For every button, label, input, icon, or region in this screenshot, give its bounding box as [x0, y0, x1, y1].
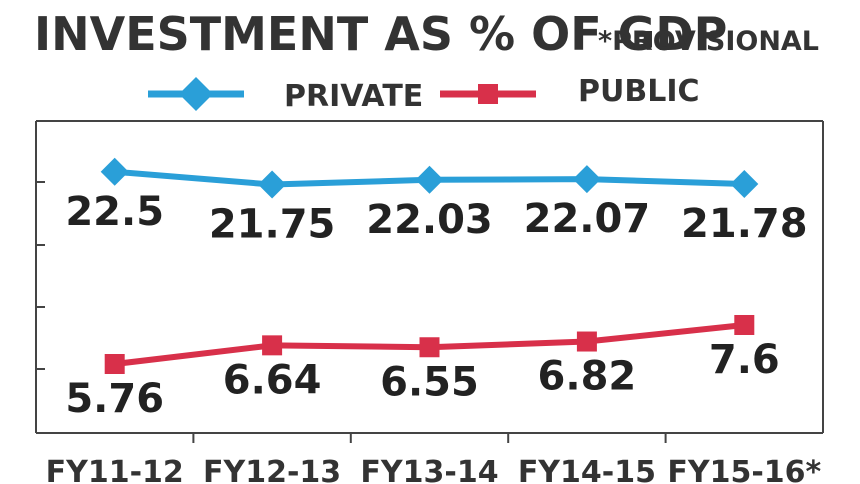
x-tick-label: FY11-12: [46, 455, 184, 484]
x-tick-label: FY13-14: [360, 455, 498, 484]
data-label-public: 7.6: [709, 337, 780, 383]
data-point-public: [419, 337, 440, 358]
data-label-public: 6.64: [223, 357, 322, 403]
data-point-private: [100, 157, 129, 186]
x-tick-label: FY15-16*: [667, 455, 821, 484]
chart-subtitle: *PROVISIONAL: [598, 26, 819, 57]
data-label-private: 21.78: [681, 201, 808, 247]
data-point-private: [572, 165, 601, 194]
data-label-public: 6.55: [380, 359, 479, 405]
data-point-public: [734, 314, 755, 335]
series-layer: [100, 157, 759, 374]
data-point-public: [104, 354, 125, 374]
data-point-public: [576, 331, 597, 352]
data-point-private: [258, 170, 287, 199]
data-label-private: 21.75: [209, 202, 336, 248]
data-point-public: [262, 335, 283, 356]
legend-label-public: PUBLIC: [578, 74, 700, 109]
legend: PRIVATE PUBLIC: [148, 74, 700, 114]
data-point-private: [415, 165, 444, 194]
data-labels: 22.5 21.75 22.03 22.07 21.78 5.76 6.64 6.55 6.82…: [65, 189, 807, 422]
chart-title: INVESTMENT AS % OF GDP: [34, 7, 727, 61]
data-point-private: [730, 170, 759, 199]
x-tick-label: FY14-15: [518, 455, 656, 484]
data-label-private: 22.5: [65, 189, 164, 235]
data-label-public: 5.76: [65, 376, 164, 422]
axes: [35, 120, 824, 443]
legend-marker-public: [478, 84, 498, 104]
x-tick-labels: FY11-12 FY12-13 FY13-14 FY14-15 FY15-16*: [46, 455, 822, 484]
data-label-private: 22.03: [366, 197, 493, 243]
data-label-private: 22.07: [524, 196, 651, 242]
data-label-public: 6.82: [538, 354, 637, 400]
x-tick-label: FY12-13: [203, 455, 341, 484]
legend-label-private: PRIVATE: [284, 79, 423, 114]
legend-marker-private: [179, 77, 213, 111]
